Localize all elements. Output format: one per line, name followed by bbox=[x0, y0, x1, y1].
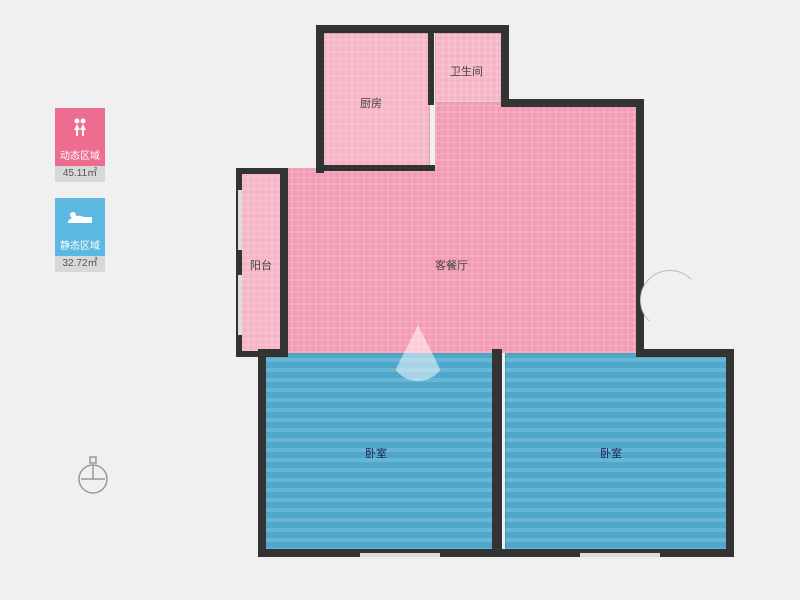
legend-panel: 动态区域 45.11㎡ 静态区域 32.72㎡ bbox=[55, 108, 115, 288]
legend-dynamic: 动态区域 45.11㎡ bbox=[55, 108, 115, 182]
rest-icon bbox=[55, 198, 105, 238]
label-bedroom2: 卧室 bbox=[600, 445, 622, 461]
room-living-ext bbox=[435, 103, 640, 173]
legend-static-label: 静态区域 bbox=[55, 238, 105, 256]
wall bbox=[636, 349, 734, 357]
wall bbox=[492, 349, 502, 553]
floorplan: 厨房 卫生间 阳台 客餐厅 卧室 卧室 bbox=[240, 25, 745, 580]
compass-icon bbox=[75, 455, 111, 491]
wall bbox=[316, 25, 509, 33]
legend-static: 静态区域 32.72㎡ bbox=[55, 198, 115, 272]
wall bbox=[501, 99, 640, 107]
window bbox=[360, 553, 440, 557]
legend-static-value: 32.72㎡ bbox=[55, 256, 105, 272]
wall bbox=[428, 29, 434, 105]
door-icon bbox=[640, 270, 700, 330]
wall bbox=[280, 168, 288, 357]
wall bbox=[501, 25, 509, 103]
label-bedroom1: 卧室 bbox=[365, 445, 387, 461]
activity-icon bbox=[55, 108, 105, 148]
wall bbox=[316, 25, 324, 173]
window bbox=[580, 553, 660, 557]
wall bbox=[236, 168, 288, 174]
wall bbox=[320, 165, 435, 171]
label-kitchen: 厨房 bbox=[360, 95, 382, 111]
legend-dynamic-label: 动态区域 bbox=[55, 148, 105, 166]
legend-dynamic-value: 45.11㎡ bbox=[55, 166, 105, 182]
wall bbox=[258, 349, 266, 557]
window bbox=[238, 190, 242, 250]
label-living: 客餐厅 bbox=[435, 257, 468, 273]
label-balcony: 阳台 bbox=[250, 257, 272, 273]
wall bbox=[636, 99, 644, 357]
wall bbox=[236, 351, 284, 357]
label-bathroom: 卫生间 bbox=[450, 63, 483, 79]
window bbox=[238, 275, 242, 335]
wall bbox=[726, 349, 734, 557]
